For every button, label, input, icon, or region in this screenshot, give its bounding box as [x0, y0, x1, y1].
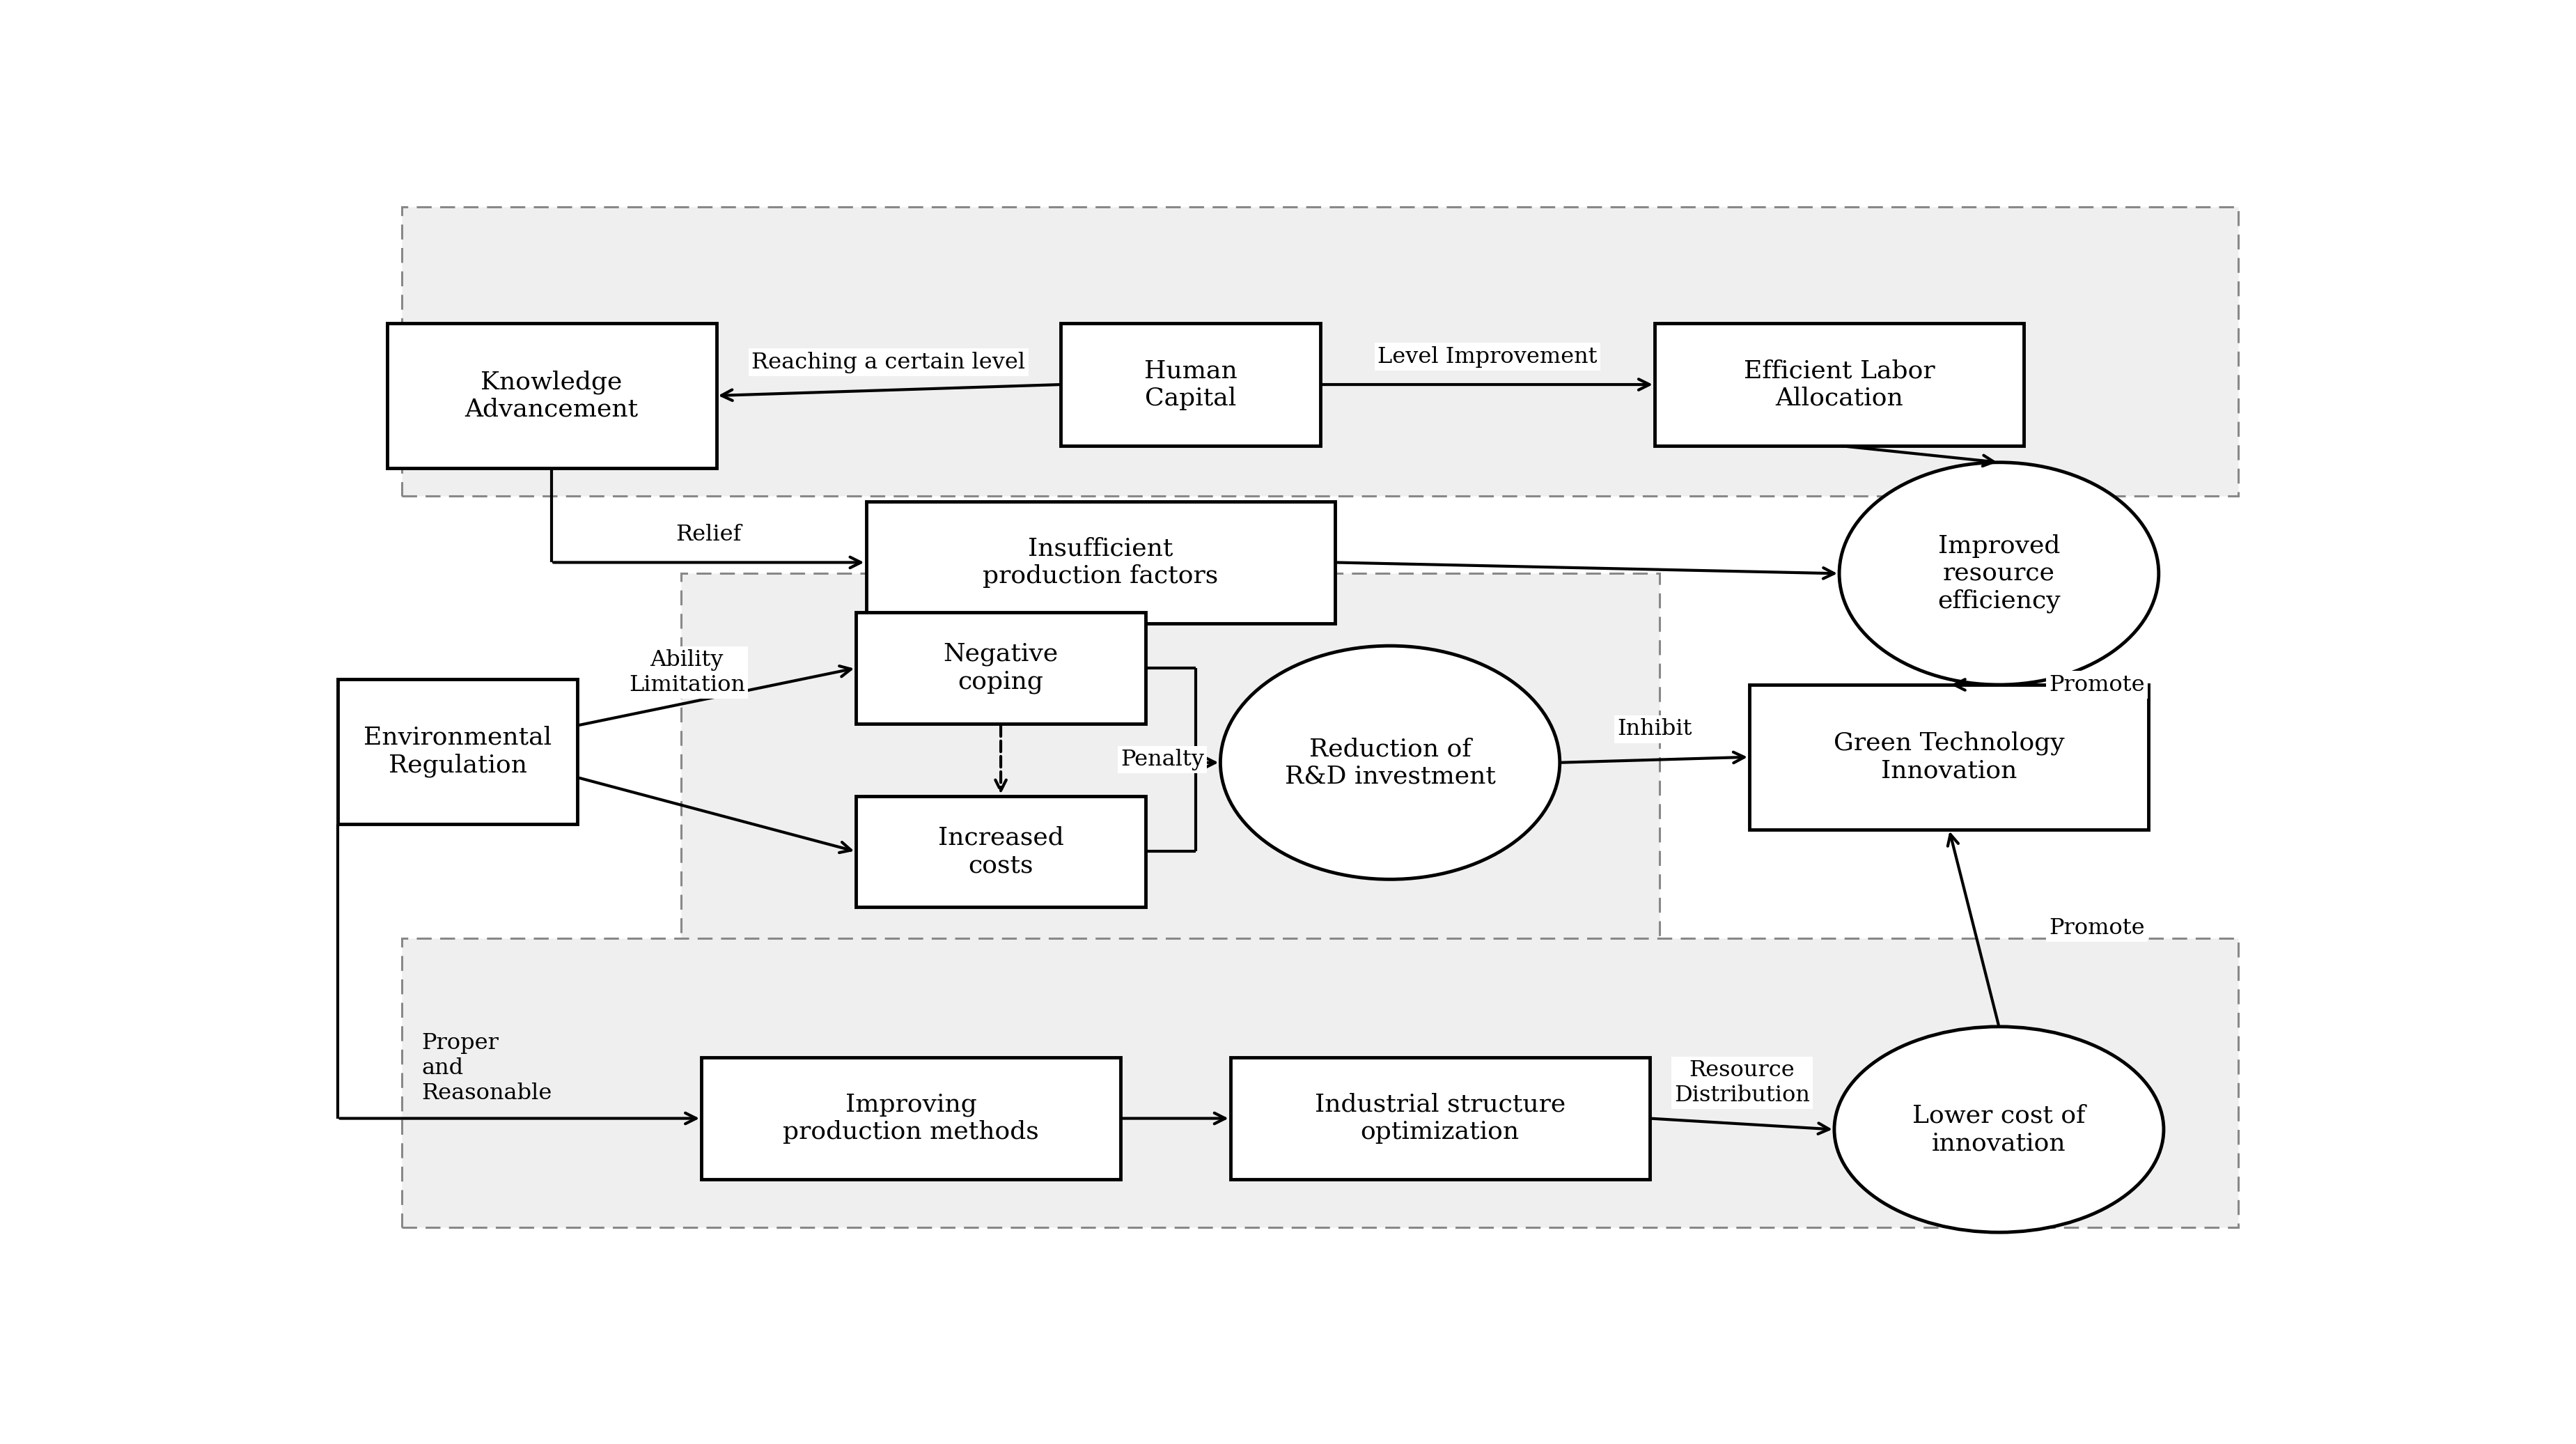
Text: Lower cost of
innovation: Lower cost of innovation	[1911, 1103, 2087, 1155]
FancyBboxPatch shape	[1061, 323, 1319, 446]
Text: Reaching a certain level: Reaching a certain level	[752, 351, 1025, 373]
Text: Negative
coping: Negative coping	[943, 643, 1059, 693]
Text: Increased
costs: Increased costs	[938, 826, 1064, 877]
Text: Improving
production methods: Improving production methods	[783, 1093, 1038, 1144]
Text: Ability
Limitation: Ability Limitation	[629, 648, 744, 696]
FancyBboxPatch shape	[855, 612, 1146, 723]
FancyBboxPatch shape	[866, 501, 1334, 624]
Text: Promote: Promote	[2048, 917, 2146, 939]
Ellipse shape	[1839, 462, 2159, 684]
Ellipse shape	[1834, 1027, 2164, 1232]
FancyBboxPatch shape	[855, 796, 1146, 907]
FancyBboxPatch shape	[337, 679, 577, 823]
FancyBboxPatch shape	[1749, 684, 2148, 829]
Text: Efficient Labor
Allocation: Efficient Labor Allocation	[1744, 360, 1935, 410]
Text: Industrial structure
optimization: Industrial structure optimization	[1314, 1093, 1566, 1144]
Text: Improved
resource
efficiency: Improved resource efficiency	[1937, 534, 2061, 614]
FancyBboxPatch shape	[402, 939, 2239, 1227]
FancyBboxPatch shape	[386, 323, 716, 468]
FancyBboxPatch shape	[1231, 1057, 1649, 1180]
FancyBboxPatch shape	[402, 206, 2239, 495]
Text: Inhibit: Inhibit	[1618, 719, 1692, 739]
Text: Penalty: Penalty	[1121, 749, 1203, 771]
Text: Environmental
Regulation: Environmental Regulation	[363, 726, 551, 777]
Text: Knowledge
Advancement: Knowledge Advancement	[464, 370, 639, 422]
Text: Insufficient
production factors: Insufficient production factors	[984, 537, 1218, 588]
Text: Level Improvement: Level Improvement	[1378, 347, 1597, 368]
FancyBboxPatch shape	[701, 1057, 1121, 1180]
FancyBboxPatch shape	[680, 573, 1659, 940]
Text: Promote: Promote	[2048, 674, 2146, 696]
Text: Resource
Distribution: Resource Distribution	[1674, 1060, 1811, 1106]
Text: Relief: Relief	[675, 524, 742, 546]
FancyBboxPatch shape	[1654, 323, 2025, 446]
Text: Reduction of
R&D investment: Reduction of R&D investment	[1285, 736, 1497, 788]
Text: Human
Capital: Human Capital	[1144, 360, 1236, 410]
Ellipse shape	[1221, 645, 1561, 879]
Text: Proper
and
Reasonable: Proper and Reasonable	[422, 1032, 551, 1105]
Text: Green Technology
Innovation: Green Technology Innovation	[1834, 731, 2063, 783]
